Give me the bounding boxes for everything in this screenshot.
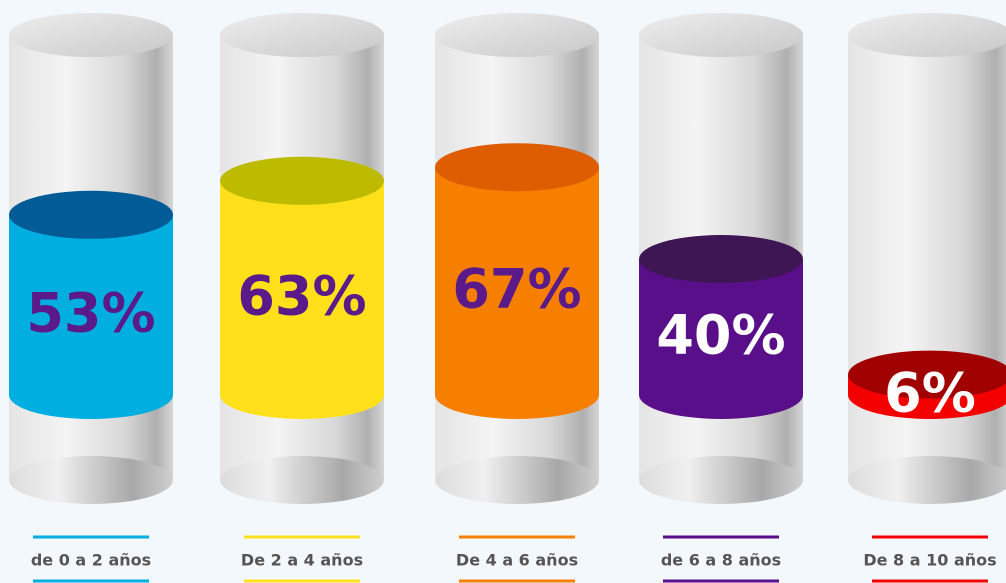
liquid [9,214,173,395]
cylinder: 6% [848,13,1006,504]
cylinder-bottom [848,456,1006,504]
cylinder-bottom [9,456,173,504]
category-label: De 8 a 10 años [863,551,996,570]
value-label: 63% [237,265,366,328]
liquid-top [639,235,803,283]
liquid-top [435,143,599,192]
liquid [435,167,599,395]
category-label: de 6 a 8 años [661,551,781,570]
liquid-bottom [639,371,803,419]
cylinder: 63% [220,13,384,504]
cylinder: 67% [435,13,599,504]
cylinder-cap [848,13,1006,57]
category-label: De 2 a 4 años [241,551,363,570]
liquid-top [9,190,173,239]
cylinder-cap [220,13,384,57]
category-label: de 0 a 2 años [31,551,151,570]
cylinder-cap [639,13,803,57]
liquid-top [220,156,384,205]
liquid-bottom [9,371,173,419]
liquid-top [848,350,1006,399]
cylinder-cap [9,13,173,57]
value-label: 53% [26,282,155,345]
value-label: 6% [884,361,976,424]
cylinder-bottom [220,456,384,504]
value-label: 40% [656,304,785,367]
value-label: 67% [452,258,581,321]
liquid [220,180,384,395]
cylinder-bottom [639,456,803,504]
category-label: De 4 a 6 años [456,551,578,570]
cylinder: 53% [9,13,173,504]
cylinder-cap [435,13,599,57]
cylinder: 40% [639,13,803,504]
cylinder-bottom [435,456,599,504]
liquid-bottom [435,371,599,419]
liquid-bottom [220,371,384,419]
